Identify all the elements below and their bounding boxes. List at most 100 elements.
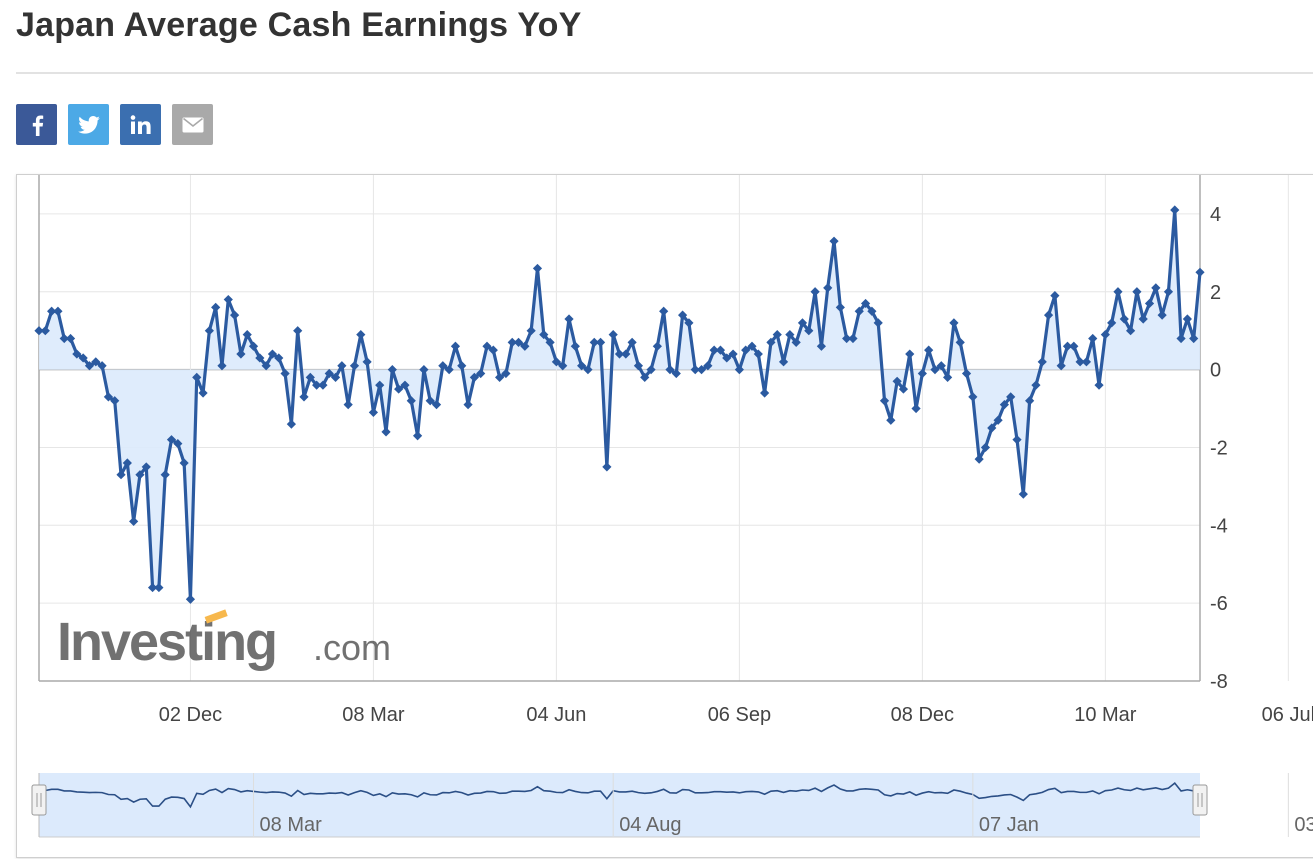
data-point [204,326,214,336]
data-point [1088,333,1098,344]
navigator-selection[interactable] [39,773,1200,837]
data-point [299,392,309,402]
data-point [1050,291,1060,301]
data-point [482,341,492,351]
navigator-right-handle[interactable] [1192,784,1208,816]
data-point [236,349,246,359]
data-point [520,341,530,351]
data-point [1170,205,1180,215]
y-tick-label: 4 [1210,204,1221,226]
data-point [286,419,296,429]
data-point [917,368,927,379]
data-point [961,368,972,379]
data-point [198,388,208,398]
data-point [507,337,517,347]
data-point [911,403,921,414]
data-point [1132,287,1142,297]
data-point [513,337,524,347]
navigator-label: 03 Jul [1294,814,1313,836]
data-point [72,349,82,359]
data-point [65,333,76,344]
data-point [34,326,44,336]
data-point [147,582,158,593]
data-point [343,400,353,410]
data-point [854,306,864,316]
data-point [924,345,934,355]
y-tick-label: -6 [1210,593,1228,615]
facebook-share-button[interactable] [16,104,57,145]
svg-text:Investing: Investing [57,612,276,672]
data-point [671,368,681,379]
data-point [892,376,902,386]
navigator-left-handle[interactable] [31,784,47,816]
data-point [248,341,259,351]
y-tick-label: -8 [1210,671,1228,693]
data-point [185,594,196,604]
data-point [728,349,738,359]
series-area [39,210,1200,600]
data-point [135,470,145,480]
data-point [621,349,631,359]
navigator[interactable]: 08 Mar 04 Aug 07 Jan 03 Jul [31,773,1313,838]
data-point [488,345,498,355]
data-point [217,361,227,371]
data-point [122,458,132,468]
data-point [110,396,120,406]
data-point [722,353,732,363]
data-point [330,372,341,382]
data-point [280,368,290,379]
data-point [652,341,662,351]
data-point [810,287,820,297]
data-point [633,361,644,371]
data-point [993,415,1003,425]
data-point [980,442,991,453]
data-point [476,368,486,379]
data-point [974,454,984,464]
data-point [1176,333,1186,344]
data-point [879,396,890,406]
data-point [47,306,57,316]
data-point [614,349,625,359]
data-point [305,372,315,382]
navigator-series-line [39,782,1201,809]
data-point [349,361,360,371]
twitter-share-button[interactable] [68,104,109,145]
data-point [53,306,63,316]
data-point [753,349,763,359]
data-point [179,458,189,468]
investing-watermark: Investing .com [57,609,391,672]
chart-container: 4 2 0 -2 -4 -6 -8 02 Dec 08 Mar 04 Jun 06 Sep 08 D… [16,174,1313,858]
data-point [1075,357,1085,367]
linkedin-share-button[interactable] [120,104,161,145]
email-share-button[interactable] [172,104,213,145]
data-point [1182,314,1192,324]
data-point [141,462,151,472]
data-point [211,302,221,312]
data-point [867,306,877,316]
x-tick-label: 06 Jul [1262,704,1313,726]
data-point [1056,361,1066,371]
data-point [1062,341,1073,351]
data-point [356,329,366,340]
data-point [1012,435,1022,445]
data-point [438,361,448,371]
data-point [501,368,511,379]
data-point [1069,341,1079,351]
data-point [425,396,435,406]
x-tick-label: 04 Jun [526,704,586,726]
data-point [1144,298,1155,309]
data-point [84,361,95,371]
x-tick-label: 08 Mar [342,704,405,726]
data-point [368,407,379,418]
data-point [577,361,587,371]
y-tick-label: 0 [1210,360,1221,382]
data-point [160,470,170,480]
data-point [412,431,423,441]
data-point [97,361,107,371]
data-point [78,353,88,363]
data-point [659,306,669,316]
page-title: Japan Average Cash Earnings YoY [16,6,582,44]
data-point [450,341,461,351]
data-point [1119,314,1129,324]
data-point [1037,357,1047,367]
